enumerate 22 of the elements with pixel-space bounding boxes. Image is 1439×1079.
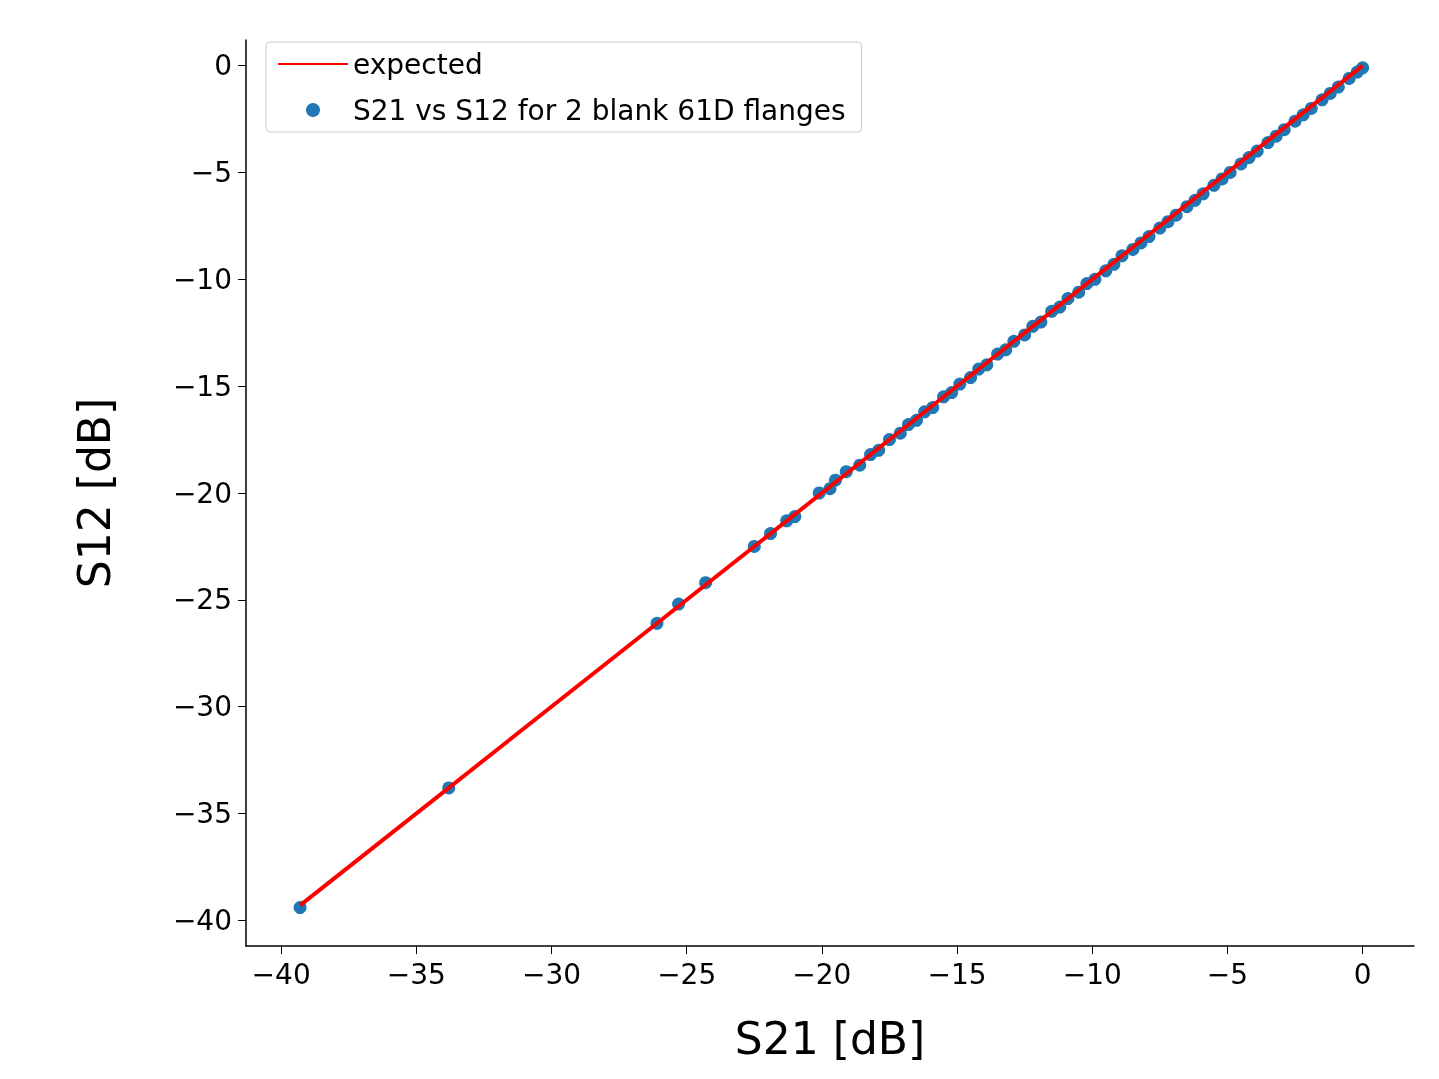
x-tick-label: 0 — [1353, 957, 1372, 991]
x-tick-label: −40 — [251, 957, 311, 991]
y-tick-label: −30 — [172, 690, 232, 724]
y-tick-label: 0 — [214, 49, 232, 83]
y-tick-label: −15 — [172, 369, 232, 403]
legend-label: S21 vs S12 for 2 blank 61D flanges — [353, 93, 846, 127]
x-axis-title: S21 [dB] — [734, 1012, 926, 1064]
x-tick-label: −20 — [792, 957, 852, 991]
y-tick-label: −35 — [172, 797, 232, 831]
y-tick-label: −5 — [190, 155, 232, 189]
x-tick-label: −10 — [1062, 957, 1122, 991]
y-tick-label: −40 — [172, 903, 232, 937]
x-tick-label: −15 — [927, 957, 987, 991]
y-axis-title: S12 [dB] — [68, 397, 120, 589]
x-tick-label: −25 — [657, 957, 717, 991]
x-tick-label: −5 — [1206, 957, 1249, 991]
x-tick-label: −35 — [386, 957, 446, 991]
legend-label: expected — [353, 47, 483, 81]
y-tick-label: −20 — [172, 476, 232, 510]
y-tick-label: −25 — [172, 583, 232, 617]
x-tick-label: −30 — [521, 957, 582, 991]
y-tick-label: −10 — [172, 262, 232, 296]
